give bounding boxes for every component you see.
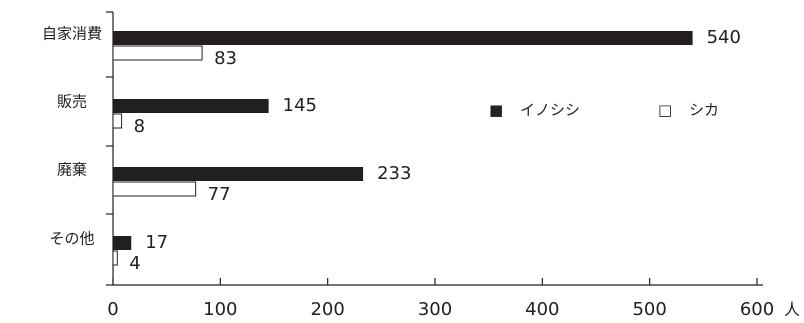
x-tick-label: 500	[632, 299, 666, 320]
bar-shika	[113, 46, 202, 60]
legend-entry-1: シカ	[689, 101, 719, 119]
x-tick-label: 400	[525, 299, 559, 320]
bar-inoshishi	[113, 236, 131, 250]
value-label: 8	[134, 116, 145, 137]
value-label: 4	[129, 253, 140, 274]
value-label: 83	[214, 48, 237, 69]
value-label: 540	[707, 27, 741, 48]
category-label: 廃棄	[57, 161, 87, 179]
x-unit-label: 人	[784, 300, 800, 319]
legend: ■ イノシシ □ シカ	[489, 101, 719, 119]
x-tick-label: 200	[310, 299, 344, 320]
value-label: 17	[145, 232, 168, 253]
category-label: その他	[49, 230, 94, 248]
bar-inoshishi	[113, 31, 693, 45]
value-label: 233	[377, 163, 411, 184]
category-label: 自家消費	[42, 25, 102, 43]
bars	[113, 31, 693, 265]
legend-entry-0: イノシシ	[520, 101, 580, 119]
bar-shika	[113, 251, 117, 265]
category-label: 販売	[57, 93, 87, 111]
value-label: 145	[283, 95, 317, 116]
bar-shika	[113, 114, 122, 128]
legend-marker-1: □	[658, 101, 672, 119]
x-tick-label: 100	[203, 299, 237, 320]
value-label: 77	[208, 184, 231, 205]
bar-inoshishi	[113, 99, 269, 113]
x-tick-label: 300	[418, 299, 452, 320]
axes	[106, 12, 763, 285]
x-tick-label: 600	[740, 299, 774, 320]
legend-marker-0: ■	[489, 101, 503, 119]
x-tick-label: 0	[107, 299, 118, 320]
bar-shika	[113, 182, 196, 196]
bar-inoshishi	[113, 167, 363, 181]
